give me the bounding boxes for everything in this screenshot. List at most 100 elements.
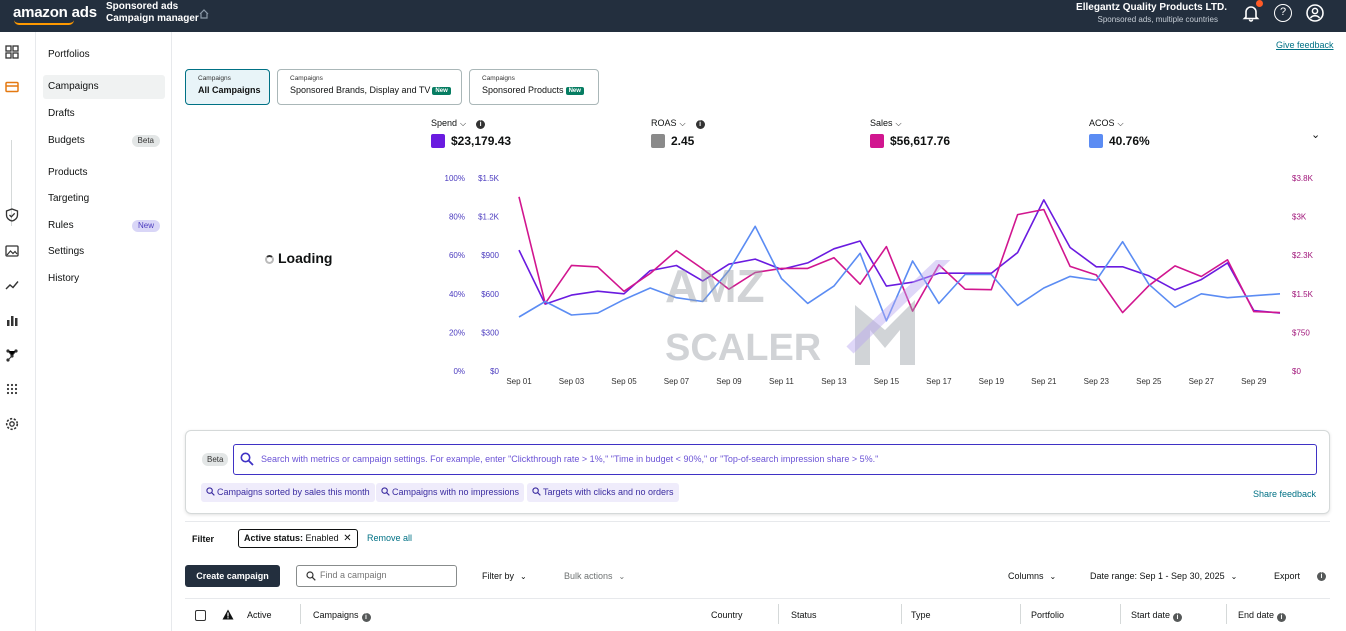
remove-all-link[interactable]: Remove all [367, 533, 413, 543]
metric-acos[interactable]: ACOS ⌵ 40.76% [1089, 118, 1150, 148]
y-tick-right-label: $2.3K [1292, 251, 1314, 260]
logo-smile [14, 20, 74, 25]
chevron-down-icon[interactable]: ⌵ [895, 119, 902, 128]
column-header-country[interactable]: Country [711, 610, 743, 620]
x-tick-label: Sep 25 [1136, 377, 1162, 386]
metric-roas[interactable]: ROAS ⌵ i 2.45 [651, 118, 705, 148]
filter-label: Filter [192, 534, 215, 544]
tab-all-campaigns[interactable]: Campaigns All Campaigns [185, 69, 270, 105]
column-header-start-date[interactable]: Start date i [1131, 610, 1183, 622]
close-icon[interactable]: ✕ [343, 533, 352, 544]
chip-label: Targets with clicks and no orders [543, 487, 674, 497]
column-divider[interactable] [778, 604, 779, 624]
active-filter-chip[interactable]: Active status: Enabled ✕ [238, 529, 358, 548]
bell-icon[interactable] [1242, 4, 1260, 22]
suggestion-chip[interactable]: Campaigns with no impressions [376, 483, 525, 502]
color-swatch [870, 134, 884, 148]
nav-budgets[interactable]: Budgets Beta [43, 129, 165, 153]
chevron-down-icon: ⌄ [1049, 572, 1057, 581]
collapse-metrics-icon[interactable]: ⌄ [1311, 129, 1321, 141]
campaigns-icon[interactable] [5, 80, 19, 94]
beta-badge: Beta [202, 453, 229, 466]
columns-dropdown[interactable]: Columns ⌄ [1008, 571, 1056, 581]
media-icon[interactable] [5, 244, 19, 258]
column-divider[interactable] [1020, 604, 1021, 624]
account-icon[interactable] [1306, 4, 1324, 22]
breadcrumb-page[interactable]: Campaign manager [106, 13, 199, 24]
nav-drafts[interactable]: Drafts [43, 102, 165, 126]
filter-by-dropdown[interactable]: Filter by ⌄ [482, 571, 527, 581]
column-header-end-date[interactable]: End date i [1238, 610, 1287, 622]
create-campaign-button[interactable]: Create campaign [185, 565, 280, 587]
metric-spend[interactable]: Spend ⌵ i $23,179.43 [431, 118, 511, 148]
column-divider[interactable] [901, 604, 902, 624]
tab-sponsored-brands[interactable]: Campaigns Sponsored Brands, Display and … [277, 69, 462, 105]
export-button[interactable]: Export [1274, 571, 1301, 581]
date-range-dropdown[interactable]: Date range: Sep 1 - Sep 30, 2025 ⌄ [1090, 571, 1237, 581]
bulk-actions-dropdown[interactable]: Bulk actions ⌄ [564, 571, 625, 581]
help-icon[interactable]: ? [1274, 4, 1292, 22]
info-icon[interactable]: i [695, 120, 705, 129]
dashboard-icon[interactable] [5, 45, 19, 59]
column-header-campaigns[interactable]: Campaigns i [313, 610, 371, 622]
metric-search-input[interactable]: Search with metrics or campaign settings… [233, 444, 1317, 475]
x-tick-label: Sep 17 [926, 377, 952, 386]
nav-portfolios[interactable]: Portfolios [43, 43, 165, 67]
nav-campaigns[interactable]: Campaigns [43, 75, 165, 99]
column-divider[interactable] [1226, 604, 1227, 624]
chevron-down-icon[interactable]: ⌵ [679, 119, 686, 128]
search-icon [381, 487, 390, 496]
metric-search-card: Beta Search with metrics or campaign set… [185, 430, 1330, 514]
info-icon[interactable]: i [1317, 572, 1326, 581]
column-header-active[interactable]: Active [247, 610, 272, 620]
nav-targeting[interactable]: Targeting [43, 187, 165, 211]
nav-settings[interactable]: Settings [43, 240, 165, 264]
trend-icon[interactable] [5, 278, 19, 292]
column-divider[interactable] [300, 604, 301, 624]
chevron-down-icon: ⌄ [1230, 572, 1238, 581]
give-feedback-link[interactable]: Give feedback [1276, 40, 1334, 50]
dropdown-label: Columns [1008, 571, 1044, 581]
info-icon[interactable]: i [1173, 613, 1183, 622]
rail-divider [11, 140, 12, 226]
header-label: Start date [1131, 610, 1171, 620]
nav-label: Campaigns [48, 81, 99, 92]
account-name[interactable]: Ellegantz Quality Products LTD. [1076, 2, 1227, 13]
bar-chart-icon[interactable] [5, 313, 19, 327]
column-header-status[interactable]: Status [791, 610, 817, 620]
info-icon[interactable]: i [361, 613, 371, 622]
home-icon[interactable] [199, 9, 209, 19]
column-divider[interactable] [1120, 604, 1121, 624]
column-header-type[interactable]: Type [911, 610, 931, 620]
metric-value: 40.76% [1109, 134, 1150, 148]
metric-sales[interactable]: Sales ⌵ $56,617.76 [870, 118, 950, 148]
amazon-ads-logo[interactable]: amazon ads [13, 4, 97, 21]
icon-rail [0, 32, 24, 631]
suggestion-chip[interactable]: Campaigns sorted by sales this month [201, 483, 375, 502]
info-icon[interactable]: i [1277, 613, 1287, 622]
y-tick-pct-label: 60% [449, 251, 465, 260]
watermark-line1: AMZ [665, 260, 765, 312]
metric-value: $23,179.43 [451, 134, 512, 148]
warning-icon[interactable] [222, 609, 234, 620]
find-campaign-field[interactable] [296, 565, 457, 587]
nav-products[interactable]: Products [43, 161, 165, 185]
shield-icon[interactable] [5, 208, 19, 222]
info-icon[interactable]: i [476, 120, 486, 129]
select-all-checkbox[interactable] [195, 610, 206, 621]
chevron-down-icon[interactable]: ⌵ [460, 119, 467, 128]
nav-rules[interactable]: Rules New [43, 214, 165, 238]
tab-sponsored-products[interactable]: Campaigns Sponsored Products New [469, 69, 599, 105]
network-icon[interactable] [5, 348, 19, 362]
breadcrumb-product[interactable]: Sponsored ads [106, 1, 179, 12]
suggestion-chip[interactable]: Targets with clicks and no orders [527, 483, 679, 502]
share-feedback-link[interactable]: Share feedback [1252, 489, 1316, 499]
chevron-down-icon[interactable]: ⌵ [1117, 119, 1124, 128]
x-tick-label: Sep 29 [1241, 377, 1267, 386]
top-bar: amazon ads Sponsored ads Campaign manage… [0, 0, 1346, 32]
nav-history[interactable]: History [43, 267, 165, 291]
apps-icon[interactable] [5, 382, 19, 396]
find-campaign-input[interactable] [320, 570, 450, 580]
settings-icon[interactable] [5, 417, 19, 431]
column-header-portfolio[interactable]: Portfolio [1031, 610, 1064, 620]
